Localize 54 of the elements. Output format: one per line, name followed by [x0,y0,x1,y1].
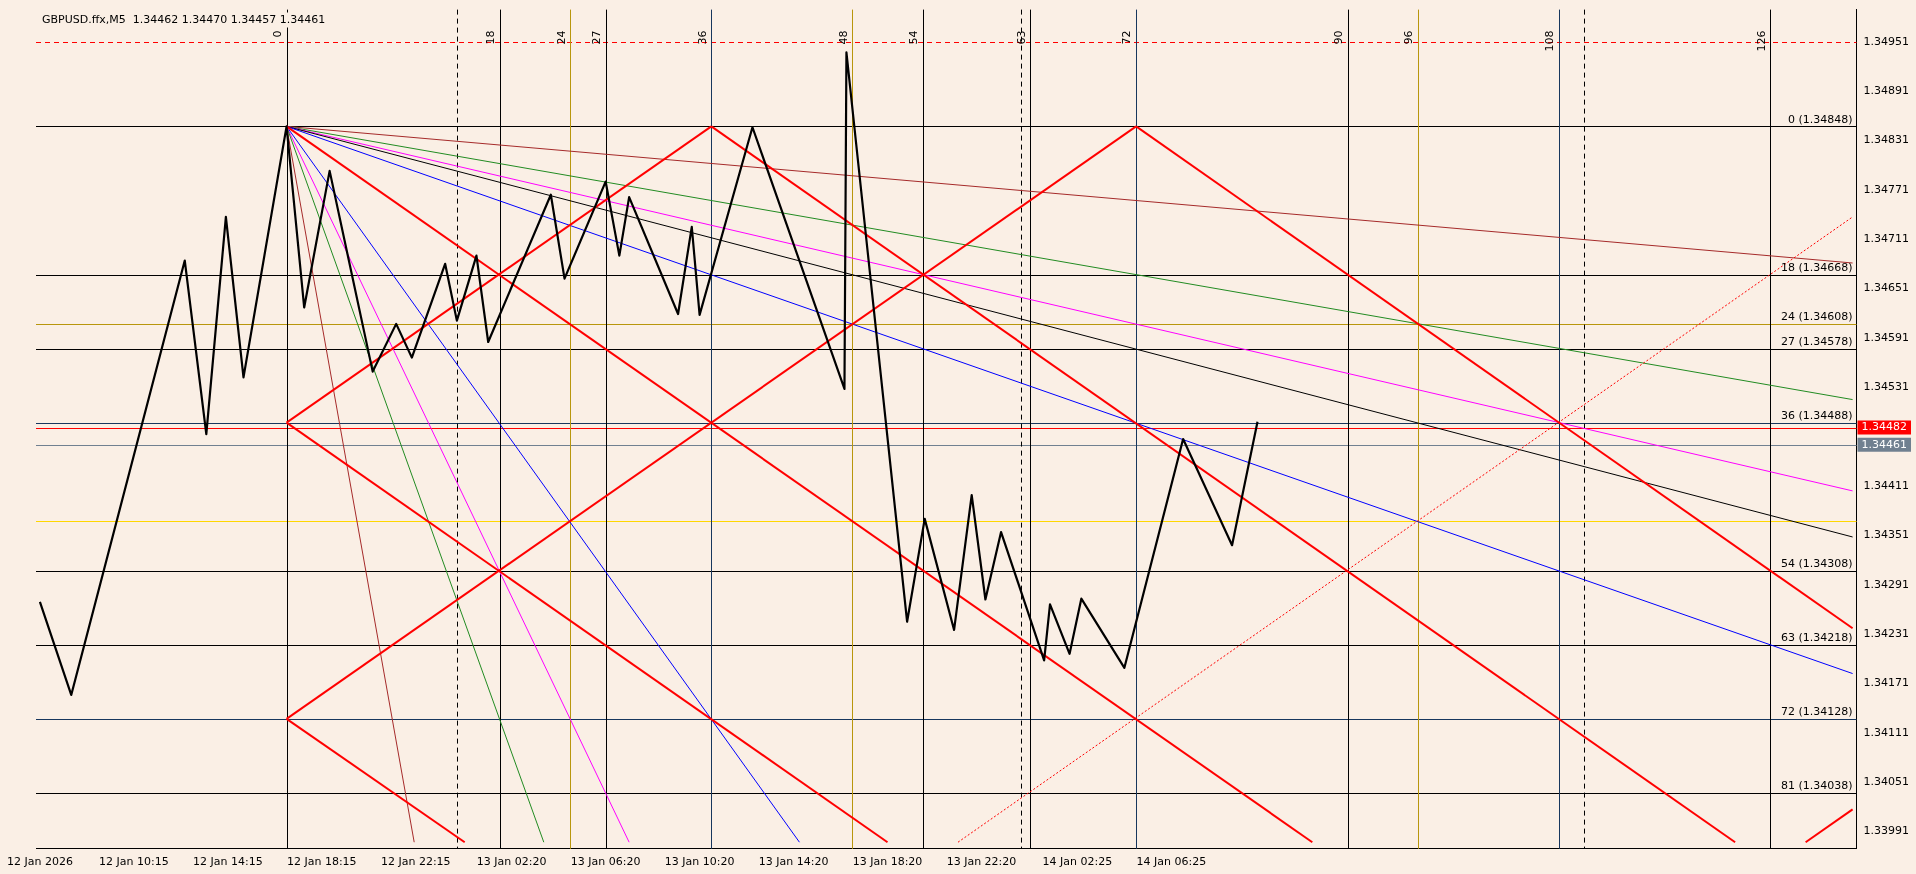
y-tick-label: 1.34771 [1863,182,1910,196]
annotation: 90 [1331,30,1345,45]
annotation: 126 [1754,30,1768,52]
y-tick-label: 1.34531 [1863,380,1910,394]
annotation: 96 [1402,30,1416,45]
ref-line-label: 18 (1.34668) [1780,260,1853,274]
y-tick-label: 1.34651 [1863,281,1910,295]
annotation: 63 [1014,30,1028,45]
annotation: 54 [907,30,921,45]
ref-line-label: 54 (1.34308) [1780,557,1853,571]
y-tick-label: 1.34591 [1863,330,1910,344]
y-tick-label: 1.34891 [1863,83,1910,97]
y-tick-label: 1.34711 [1863,232,1910,246]
ref-line-label: 0 (1.34848) [1787,112,1853,126]
x-tick-label: 13 Jan 14:20 [758,855,829,869]
x-tick-label: 14 Jan 02:25 [1042,855,1113,869]
annotation: 0 [270,30,284,38]
annotation: 36 [695,30,709,45]
x-tick-label: 12 Jan 22:15 [380,855,451,869]
x-tick-label: 12 Jan 18:15 [286,855,357,869]
ref-line-label: 36 (1.34488) [1780,408,1853,422]
y-tick-label: 1.34831 [1863,133,1910,147]
x-tick-label: 12 Jan 2026 [6,855,73,869]
annotation: 24 [554,30,568,45]
x-tick-label: 13 Jan 22:20 [946,855,1017,869]
ref-line-label: 81 (1.34038) [1780,779,1853,793]
x-tick-label: 13 Jan 06:20 [570,855,641,869]
y-tick-label: 1.34171 [1863,676,1910,690]
y-tick-label: 1.33991 [1863,824,1910,838]
annotation: 18 [484,30,498,45]
y-tick-label: 1.34051 [1863,775,1910,789]
annotation: 27 [590,30,603,45]
y-tick-label: 1.34231 [1863,626,1910,640]
x-tick-label: 12 Jan 10:15 [99,855,169,869]
ref-line-label: 63 (1.34218) [1780,631,1853,645]
x-tick-label: 13 Jan 10:20 [664,855,735,869]
x-tick-label: 12 Jan 14:15 [193,855,263,869]
annotation: 108 [1543,30,1557,52]
x-tick-label: 13 Jan 18:20 [852,855,923,869]
y-tick-label: 1.34951 [1863,34,1910,48]
annotation: 48 [836,30,850,45]
annotation: 72 [1120,30,1134,45]
chart-title: GBPUSD.ffx,M5 1.34462 1.34470 1.34457 1.34461 [42,12,326,26]
ref-line-label: 24 (1.34608) [1780,310,1853,324]
x-tick-label: 13 Jan 02:20 [476,855,547,869]
y-tick-label: 1.34291 [1863,577,1910,591]
ref-line-label: 72 (1.34128) [1780,705,1853,719]
ref-line-label: 27 (1.34578) [1780,334,1853,348]
y-tick-label: 1.34411 [1863,478,1910,492]
y-tick-label: 1.34111 [1863,725,1910,739]
ref-line-label: 1.34461 [1861,437,1908,451]
ref-line-label: 1.34482 [1861,420,1908,434]
x-tick-label: 14 Jan 06:25 [1136,855,1207,869]
y-tick-label: 1.34351 [1863,528,1910,542]
